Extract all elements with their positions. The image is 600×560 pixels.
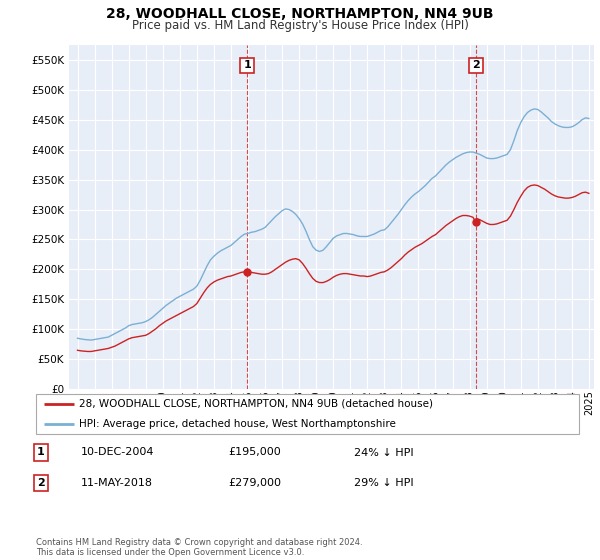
Text: 1: 1 bbox=[243, 60, 251, 71]
Text: Price paid vs. HM Land Registry's House Price Index (HPI): Price paid vs. HM Land Registry's House … bbox=[131, 19, 469, 32]
Text: 2: 2 bbox=[37, 478, 44, 488]
Text: HPI: Average price, detached house, West Northamptonshire: HPI: Average price, detached house, West… bbox=[79, 419, 397, 429]
Text: 29% ↓ HPI: 29% ↓ HPI bbox=[354, 478, 413, 488]
Text: 11-MAY-2018: 11-MAY-2018 bbox=[81, 478, 153, 488]
Text: 10-DEC-2004: 10-DEC-2004 bbox=[81, 447, 155, 458]
Text: 24% ↓ HPI: 24% ↓ HPI bbox=[354, 447, 413, 458]
Text: 2: 2 bbox=[472, 60, 480, 71]
Text: Contains HM Land Registry data © Crown copyright and database right 2024.
This d: Contains HM Land Registry data © Crown c… bbox=[36, 538, 362, 557]
Text: 1: 1 bbox=[37, 447, 44, 458]
Text: 28, WOODHALL CLOSE, NORTHAMPTON, NN4 9UB: 28, WOODHALL CLOSE, NORTHAMPTON, NN4 9UB bbox=[106, 7, 494, 21]
Text: 28, WOODHALL CLOSE, NORTHAMPTON, NN4 9UB (detached house): 28, WOODHALL CLOSE, NORTHAMPTON, NN4 9UB… bbox=[79, 399, 433, 409]
FancyBboxPatch shape bbox=[36, 394, 579, 434]
Text: £195,000: £195,000 bbox=[228, 447, 281, 458]
Text: £279,000: £279,000 bbox=[228, 478, 281, 488]
